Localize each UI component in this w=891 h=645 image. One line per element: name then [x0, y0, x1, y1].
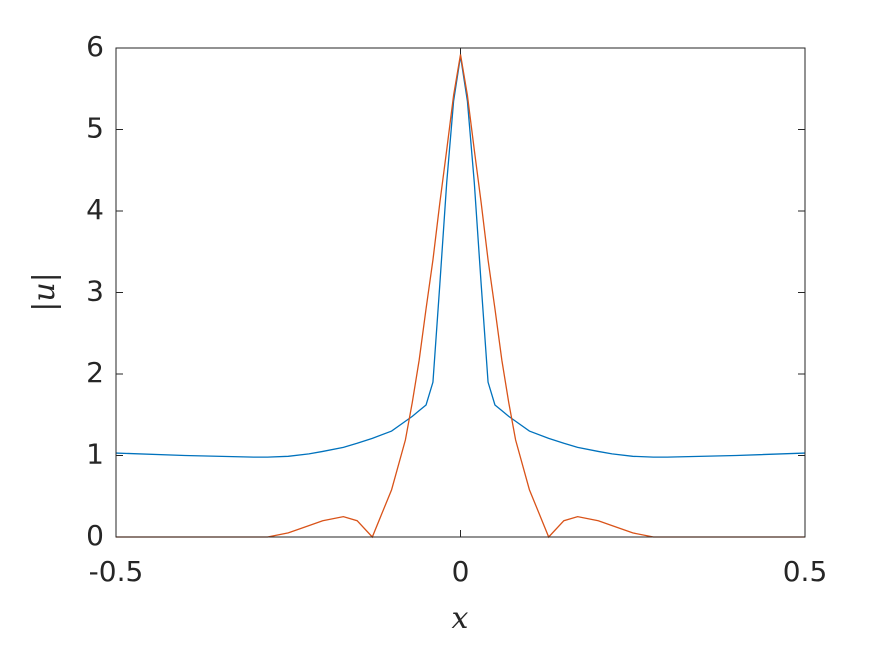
- y-tick-label: 5: [86, 112, 104, 145]
- data-line: [116, 54, 805, 539]
- y-axis-label: |u|: [27, 272, 62, 312]
- plot-area: [116, 48, 805, 537]
- y-tick-label: 6: [86, 30, 104, 63]
- y-tick-label: 4: [86, 193, 104, 226]
- x-axis-label: x: [452, 601, 469, 636]
- x-tick-label: 0: [452, 555, 470, 588]
- axes-box: [115, 47, 806, 538]
- y-tick-label: 0: [86, 519, 104, 552]
- y-tick-label: 2: [86, 356, 104, 389]
- y-tick-label: 3: [86, 275, 104, 308]
- y-tick-label: 1: [86, 438, 104, 471]
- x-tick-label: 0.5: [783, 555, 828, 588]
- x-tick-label: -0.5: [89, 555, 144, 588]
